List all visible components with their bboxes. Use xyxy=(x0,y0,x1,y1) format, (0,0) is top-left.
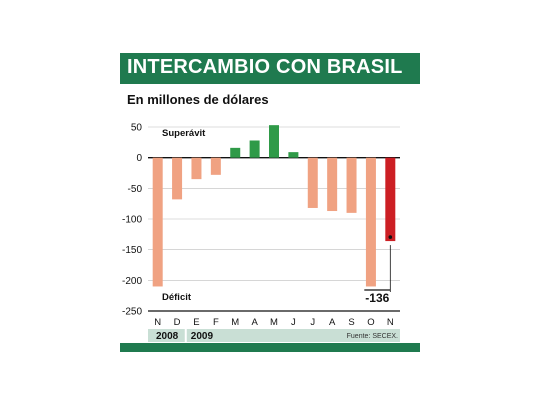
x-tick-label: F xyxy=(213,317,219,328)
last-value-label: -136 xyxy=(365,291,389,305)
annotation-dot xyxy=(388,235,393,239)
bar xyxy=(249,140,260,158)
x-tick-label: A xyxy=(329,317,336,328)
x-tick-label: E xyxy=(193,317,199,328)
bar xyxy=(152,157,163,287)
bottom-band xyxy=(120,343,420,352)
x-tick-label: D xyxy=(174,317,181,328)
x-tick-label: J xyxy=(291,317,296,328)
chart-subtitle: En millones de dólares xyxy=(127,92,269,107)
x-tick-label: J xyxy=(310,317,315,328)
year-labels: 2008 2009 xyxy=(148,329,400,342)
y-tick-label: 0 xyxy=(136,153,142,164)
year-band-2008 xyxy=(148,329,185,342)
bar xyxy=(288,152,299,158)
x-tick-label: N xyxy=(154,317,161,328)
bar xyxy=(365,157,376,287)
y-tick-label: -100 xyxy=(122,215,142,226)
y-tick-label: -200 xyxy=(122,276,142,287)
source-note: Fuente: SECEX. xyxy=(347,333,398,340)
bar xyxy=(269,125,279,158)
bar xyxy=(307,157,318,208)
year-label-2008: 2008 xyxy=(156,331,179,342)
year-band-2009 xyxy=(186,329,400,342)
bars xyxy=(152,125,396,287)
deficit-label: Déficit xyxy=(162,292,192,303)
x-tick-label: S xyxy=(348,317,354,328)
bar xyxy=(172,157,183,200)
bar xyxy=(346,157,357,213)
bar xyxy=(230,147,241,158)
bar xyxy=(385,157,396,242)
title-band xyxy=(120,53,420,84)
y-tick-label: -150 xyxy=(122,245,142,256)
year-label-2009: 2009 xyxy=(191,331,214,342)
superavit-label: Superávit xyxy=(162,128,206,139)
x-tick-label: A xyxy=(251,317,258,328)
y-tick-label: -250 xyxy=(122,307,142,318)
x-tick-label: N xyxy=(387,317,394,328)
bar xyxy=(191,157,202,180)
x-tick-label: M xyxy=(231,317,239,328)
y-tick-label: 50 xyxy=(131,123,143,134)
bar xyxy=(327,157,338,212)
bar xyxy=(210,157,221,175)
x-tick-label: O xyxy=(367,317,374,328)
y-tick-label: -50 xyxy=(128,184,143,195)
chart-title: INTERCAMBIO CON BRASIL xyxy=(127,56,403,78)
x-tick-label: M xyxy=(270,317,278,328)
y-axis-ticks: 50 0 -50 -100 -150 -200 -250 xyxy=(122,123,142,318)
